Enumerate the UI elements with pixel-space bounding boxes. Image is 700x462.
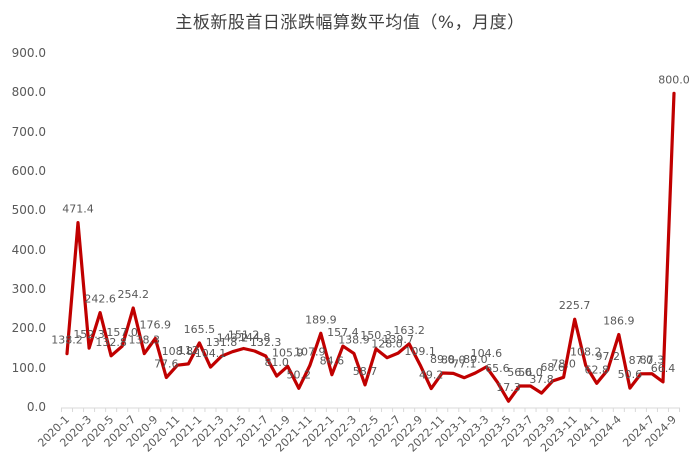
data-label: 88.0 <box>441 353 466 366</box>
data-label: 132.8 <box>95 336 127 349</box>
data-label: 62.8 <box>584 363 609 376</box>
y-tick-label: 500.0 <box>11 203 46 218</box>
data-label: 66.4 <box>651 362 676 375</box>
data-label: 254.2 <box>117 288 149 301</box>
y-tick-label: 0.0 <box>26 400 46 414</box>
data-label: 58.7 <box>353 365 378 378</box>
data-label: 800.0 <box>658 73 690 86</box>
data-label: 107.9 <box>294 346 326 359</box>
data-label: 50.6 <box>618 368 643 381</box>
data-label: 81.0 <box>264 356 289 369</box>
y-tick-label: 100.0 <box>11 360 46 375</box>
data-label: 128.0 <box>371 338 403 351</box>
data-label: 84.6 <box>320 355 345 368</box>
data-label: 225.7 <box>559 299 591 312</box>
y-tick-label: 700.0 <box>11 124 46 139</box>
data-label: 108.2 <box>570 345 602 358</box>
y-tick-label: 300.0 <box>11 282 46 296</box>
x-axis-ticks <box>60 408 681 412</box>
data-label: 138.9 <box>338 333 370 346</box>
data-label: 108.8 <box>162 345 194 358</box>
series-line <box>65 91 676 403</box>
data-label: 157.4 <box>327 326 359 339</box>
data-label: 471.4 <box>62 203 94 216</box>
data-label: 131.8 <box>206 336 238 349</box>
data-label: 163.2 <box>393 324 425 337</box>
data-label: 104.1 <box>195 347 227 360</box>
data-label: 97.2 <box>596 350 621 363</box>
data-label: 112 <box>178 344 199 357</box>
data-label: 89.0 <box>463 353 488 366</box>
data-label: 138.2 <box>51 334 83 347</box>
data-label: 49.2 <box>419 369 444 382</box>
x-axis-labels: 2020-12020-32020-52020-72020-92020-11202… <box>35 413 679 455</box>
data-label: 176.9 <box>140 318 172 331</box>
data-label: 65.6 <box>485 362 510 375</box>
y-tick-label: 600.0 <box>11 164 46 178</box>
data-label: 77.1 <box>452 358 477 371</box>
data-label: 138.3 <box>129 334 161 347</box>
data-label: 105.9 <box>272 346 304 359</box>
data-label: 150.3 <box>360 329 392 342</box>
data-label: 165.5 <box>184 323 216 336</box>
data-label: 78.0 <box>551 357 576 370</box>
data-label: 87.0 <box>629 354 654 367</box>
data-label: 152.3 <box>73 328 105 341</box>
y-tick-label: 400.0 <box>11 242 46 257</box>
data-label: 17.3 <box>496 381 521 394</box>
data-label: 104.6 <box>471 347 503 360</box>
data-label: 87.3 <box>640 354 665 367</box>
data-label: 143.2 <box>217 332 249 345</box>
data-label: 189.9 <box>305 313 337 326</box>
data-label: 77.6 <box>154 357 179 370</box>
data-label: 37.8 <box>529 373 554 386</box>
chart-title: 主板新股首日涨跌幅算数平均值（%，月度） <box>175 13 525 33</box>
y-tick-label: 200.0 <box>11 321 46 336</box>
data-label: 56.0 <box>507 366 532 379</box>
data-label: 109.1 <box>404 345 436 358</box>
data-label: 157.0 <box>106 326 138 339</box>
data-label: 89.0 <box>430 353 455 366</box>
data-label: 50.2 <box>287 368 312 381</box>
data-label: 144.8 <box>239 331 271 344</box>
data-label: 139.7 <box>382 333 414 346</box>
data-label: 151.2 <box>228 329 260 342</box>
y-tick-label: 900.0 <box>11 46 46 60</box>
y-tick-label: 800.0 <box>11 85 46 100</box>
data-label: 68.6 <box>540 361 565 374</box>
data-label: 186.9 <box>603 314 635 327</box>
data-label: 242.6 <box>84 293 116 306</box>
data-label: 132.3 <box>250 336 282 349</box>
data-label: 56.0 <box>518 366 543 379</box>
